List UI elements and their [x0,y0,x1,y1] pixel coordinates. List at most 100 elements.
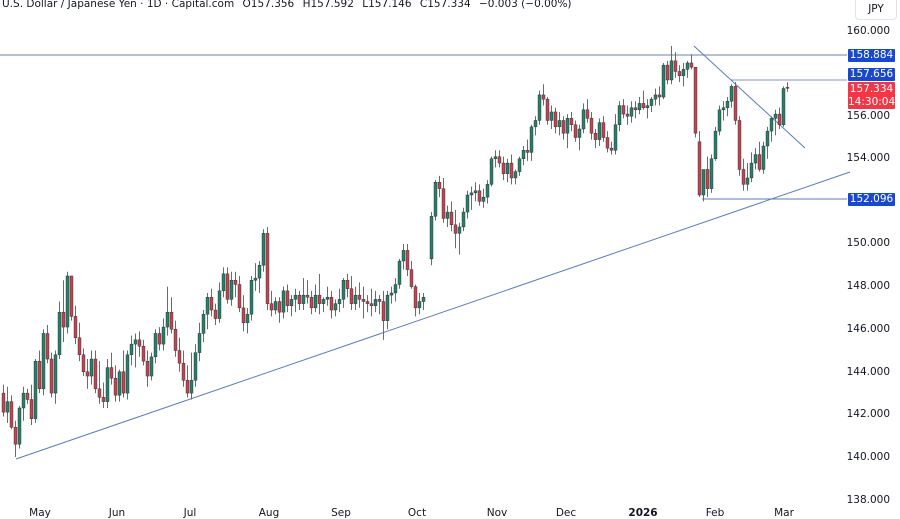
candle [641,90,646,110]
symbol-legend: U.S. Dollar / Japanese Yen · 1D · Capita… [2,0,577,10]
candle [277,297,282,323]
x-tick-sep: Sep [331,507,351,519]
ohlc-change: −0.003 (−0.00%) [478,0,572,10]
candle [285,284,290,313]
candle [609,141,614,155]
candle [369,288,374,317]
candle [513,169,518,185]
x-tick-aug: Aug [258,507,280,519]
candle [521,146,526,166]
candle [497,150,502,168]
candle [597,118,602,147]
currency-button[interactable]: JPY [855,0,897,20]
candle [465,190,470,219]
candle [289,295,294,317]
candle [257,261,262,293]
y-tick-148: 148.000 [846,280,890,292]
candle [769,116,774,142]
candle [561,116,566,140]
candle [185,365,190,398]
candle [737,116,742,176]
candle [669,45,674,85]
candle [89,350,94,385]
candle [417,292,422,315]
candle [705,156,710,198]
candle [565,114,570,149]
candle [589,111,594,140]
candle [681,62,686,87]
candle [69,275,74,321]
drawing-layer [0,45,851,460]
candle [525,139,530,161]
candle [281,286,286,319]
candle [125,350,130,400]
candle [773,109,778,136]
candle [9,395,14,430]
candle [373,290,378,313]
candle [777,107,782,129]
descending-trendline[interactable] [693,45,806,149]
candle [485,180,490,204]
bar-countdown: 14:30:04 [848,95,896,108]
price-tag-158884: 158.884 [848,49,895,62]
candle [661,62,666,100]
candle [509,154,514,185]
candle [757,141,762,172]
candle [313,284,318,313]
x-tick-jul: Jul [183,507,197,519]
candle [93,350,98,394]
candle [613,114,618,155]
candle [293,288,298,313]
candle [629,101,634,123]
candle [113,365,118,402]
candle [685,60,690,78]
candle [549,105,554,129]
candle [713,126,718,161]
candle [37,350,42,394]
candle [481,188,486,208]
candle [545,97,550,125]
candle [213,303,218,325]
candle [49,352,54,398]
candle [489,156,494,187]
candle [553,107,558,134]
candle [725,97,730,117]
candle [621,99,626,119]
y-tick-146: 146.000 [846,323,890,335]
symbol-title[interactable]: U.S. Dollar / Japanese Yen · 1D · Capita… [2,0,235,10]
candle [29,384,34,426]
y-tick-138: 138.000 [846,494,890,506]
price-tag-152096: 152.096 [848,193,895,206]
candle [33,359,38,423]
candle [153,329,158,364]
candle [221,267,226,298]
candle [61,280,66,342]
candle [321,297,326,313]
last-price: 157.334 [849,83,894,95]
candle [17,405,22,449]
candle [261,229,266,272]
candle [381,290,386,340]
candle [329,290,334,319]
x-tick-mar: Mar [774,507,794,519]
ascending-trendline[interactable] [15,171,851,460]
candle [557,111,562,136]
candle [761,141,766,174]
candle [569,111,574,132]
candle [649,97,654,112]
x-tick-jun: Jun [108,507,126,519]
candle [305,280,310,304]
candle [121,350,126,398]
candle [157,327,162,351]
candle [617,101,622,132]
candle [189,352,194,400]
candle [477,184,482,206]
candle [385,290,390,330]
price-tag-157656: 157.656 [848,68,895,81]
candle [345,273,350,298]
candle [785,82,790,92]
y-tick-140: 140.000 [846,451,890,463]
candle [433,180,438,221]
candle [205,292,210,330]
